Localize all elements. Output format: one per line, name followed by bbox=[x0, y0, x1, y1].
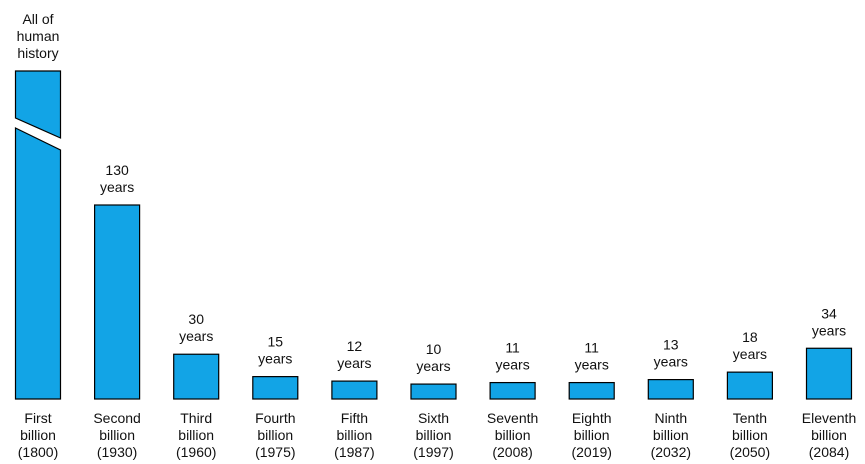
x-tick-label: Second billion (1930) bbox=[93, 410, 140, 460]
value-label: 34 years bbox=[812, 305, 846, 338]
value-label-line: 13 bbox=[663, 337, 679, 353]
x-tick-label: Tenth billion (2050) bbox=[730, 410, 770, 460]
x-tick-label: Eighth billion (2019) bbox=[571, 410, 611, 460]
value-label-line: 11 bbox=[505, 340, 520, 356]
value-label-line: years bbox=[337, 355, 371, 371]
value-label-line: 18 bbox=[742, 329, 758, 345]
x-tick-label-line: billion bbox=[178, 427, 214, 443]
x-tick-label: Fifth billion (1987) bbox=[334, 410, 374, 460]
value-label: 13 years bbox=[654, 337, 688, 370]
value-label-line: 10 bbox=[426, 341, 442, 357]
value-label-line: years bbox=[100, 179, 134, 195]
value-label: 11 years bbox=[495, 340, 529, 373]
value-label-line: human bbox=[17, 28, 60, 44]
x-tick-label-line: (1987) bbox=[334, 444, 374, 460]
value-label: 11 years bbox=[575, 340, 609, 373]
x-tick-label-line: billion bbox=[495, 427, 531, 443]
x-tick-label-line: billion bbox=[336, 427, 372, 443]
x-tick-label-line: Second bbox=[93, 410, 140, 426]
x-tick-label-line: billion bbox=[416, 427, 452, 443]
x-tick-label: Eleventh billion (2084) bbox=[802, 410, 856, 460]
x-tick-label-line: (2050) bbox=[730, 444, 770, 460]
bar bbox=[726, 371, 774, 400]
x-tick-label-line: Eighth bbox=[572, 410, 612, 426]
x-tick-label-line: billion bbox=[257, 427, 293, 443]
x-tick-label-line: Fifth bbox=[341, 410, 368, 426]
value-label-line: 130 bbox=[105, 162, 129, 178]
bar bbox=[252, 376, 299, 400]
value-label-line: years bbox=[654, 354, 688, 370]
value-label-line: 30 bbox=[188, 311, 204, 327]
x-tick-label-line: billion bbox=[732, 427, 768, 443]
bar bbox=[173, 353, 220, 400]
x-tick-label-line: Third bbox=[180, 410, 212, 426]
x-tick-label-line: (2008) bbox=[492, 444, 532, 460]
value-label: 18 years bbox=[733, 329, 767, 362]
x-tick-label-line: billion bbox=[574, 427, 610, 443]
x-tick-label-line: Seventh bbox=[487, 410, 538, 426]
value-label-line: 34 bbox=[821, 305, 837, 321]
value-label-line: years bbox=[416, 358, 450, 374]
x-tick-label-line: (1930) bbox=[97, 444, 137, 460]
bar-lower bbox=[14, 127, 62, 400]
x-tick-label-line: billion bbox=[20, 427, 56, 443]
value-label-line: 11 bbox=[584, 340, 599, 356]
x-tick-label: Seventh billion (2008) bbox=[487, 410, 538, 460]
value-label-line: years bbox=[258, 351, 292, 367]
x-tick-label-line: Eleventh bbox=[802, 410, 856, 426]
bar bbox=[489, 381, 536, 400]
bar bbox=[647, 379, 694, 400]
value-label: 130 years bbox=[100, 162, 134, 195]
x-tick-label-line: (1997) bbox=[413, 444, 453, 460]
bar bbox=[568, 381, 615, 400]
value-label-line: years bbox=[812, 322, 846, 338]
bar bbox=[93, 204, 141, 400]
x-tick-label-line: (2032) bbox=[651, 444, 691, 460]
x-tick-label: Third billion (1960) bbox=[176, 410, 216, 460]
x-tick-label-line: Ninth bbox=[654, 410, 687, 426]
x-tick-label-line: billion bbox=[99, 427, 135, 443]
value-label-line: years bbox=[575, 357, 609, 373]
value-label: All of human history bbox=[17, 11, 60, 61]
value-label: 10 years bbox=[416, 341, 450, 374]
x-tick-label-line: billion bbox=[653, 427, 689, 443]
value-label-line: years bbox=[733, 346, 767, 362]
x-tick-label-line: billion bbox=[811, 427, 847, 443]
x-tick-label-line: (1800) bbox=[18, 444, 58, 460]
bar bbox=[14, 70, 62, 139]
x-tick-label-line: Tenth bbox=[733, 410, 767, 426]
x-tick-label-line: (2084) bbox=[809, 444, 849, 460]
bar bbox=[805, 347, 853, 400]
x-tick-label-line: First bbox=[24, 410, 51, 426]
x-tick-label-line: (1960) bbox=[176, 444, 216, 460]
x-tick-label: Sixth billion (1997) bbox=[413, 410, 453, 460]
bar bbox=[331, 380, 378, 400]
value-label-line: years bbox=[179, 328, 213, 344]
x-tick-label: Ninth billion (2032) bbox=[651, 410, 691, 460]
value-label-line: All of bbox=[22, 11, 53, 27]
value-label-line: 15 bbox=[268, 334, 284, 350]
value-label: 12 years bbox=[337, 338, 371, 371]
bar bbox=[410, 383, 457, 400]
value-label: 15 years bbox=[258, 334, 292, 367]
value-label: 30 years bbox=[179, 311, 213, 344]
x-tick-label-line: Sixth bbox=[418, 410, 449, 426]
value-label-line: history bbox=[17, 45, 58, 61]
x-tick-label: First billion (1800) bbox=[18, 410, 58, 460]
x-tick-label-line: (1975) bbox=[255, 444, 295, 460]
x-tick-label: Fourth billion (1975) bbox=[255, 410, 295, 460]
x-tick-label-line: Fourth bbox=[255, 410, 295, 426]
value-label-line: years bbox=[495, 357, 529, 373]
value-label-line: 12 bbox=[347, 338, 363, 354]
x-tick-label-line: (2019) bbox=[571, 444, 611, 460]
